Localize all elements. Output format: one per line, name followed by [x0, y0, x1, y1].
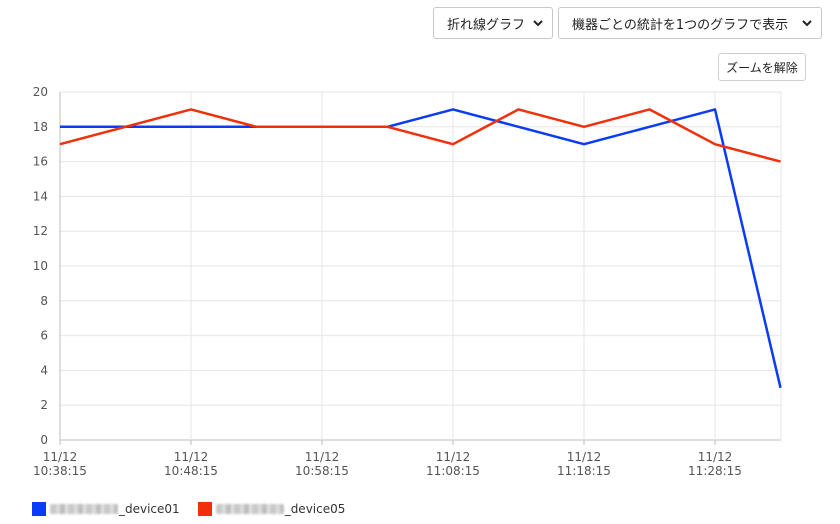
x-tick-time: 10:58:15: [295, 464, 349, 478]
x-tick-time: 11:08:15: [426, 464, 480, 478]
legend-label: _device01: [119, 502, 180, 516]
x-tick-time: 10:48:15: [164, 464, 218, 478]
chart-type-select[interactable]: 折れ線グラフ: [433, 7, 553, 39]
display-mode-select-value: 機器ごとの統計を1つのグラフで表示: [572, 17, 789, 33]
y-tick-label: 0: [40, 433, 48, 447]
y-tick-label: 14: [33, 189, 48, 203]
y-tick-label: 20: [33, 85, 48, 99]
chart-type-select-value: 折れ線グラフ: [447, 17, 526, 33]
reset-zoom-button[interactable]: ズームを解除: [718, 53, 806, 81]
legend-label: _device05: [284, 502, 346, 516]
line-chart[interactable]: 0246810121416182011/1210:38:1511/1210:48…: [0, 0, 840, 500]
redacted-text: [50, 504, 118, 514]
legend-swatch: [32, 502, 46, 516]
x-tick-date: 11/12: [174, 450, 209, 464]
y-tick-label: 16: [33, 155, 48, 169]
x-tick-date: 11/12: [43, 450, 78, 464]
x-tick-time: 11:18:15: [557, 464, 611, 478]
legend-swatch: [197, 502, 212, 516]
x-tick-date: 11/12: [305, 450, 340, 464]
chart-series: [59, 108, 782, 389]
chevron-down-icon: [533, 20, 543, 27]
chart-axes: 0246810121416182011/1210:38:1511/1210:48…: [33, 85, 742, 478]
x-tick-time: 11:28:15: [688, 464, 742, 478]
x-tick-date: 11/12: [567, 450, 602, 464]
display-mode-select[interactable]: 機器ごとの統計を1つのグラフで表示: [558, 7, 822, 39]
y-tick-label: 10: [33, 259, 48, 273]
series-line-device05: [59, 108, 781, 163]
chart-legend: _device01 _device05: [32, 500, 363, 518]
x-tick-time: 10:38:15: [33, 464, 87, 478]
redacted-text: [215, 504, 284, 514]
y-tick-label: 18: [33, 120, 48, 134]
chevron-down-icon: [802, 20, 812, 27]
y-tick-label: 12: [33, 224, 48, 238]
y-tick-label: 4: [40, 363, 48, 377]
y-tick-label: 6: [40, 329, 48, 343]
x-tick-date: 11/12: [436, 450, 471, 464]
legend-item-device01[interactable]: _device01: [32, 502, 180, 516]
chart-grid: [60, 91, 782, 441]
x-tick-date: 11/12: [698, 450, 733, 464]
y-tick-label: 2: [40, 398, 48, 412]
series-line-device01: [60, 108, 782, 389]
y-tick-label: 8: [40, 294, 48, 308]
legend-item-device05[interactable]: _device05: [197, 502, 346, 516]
